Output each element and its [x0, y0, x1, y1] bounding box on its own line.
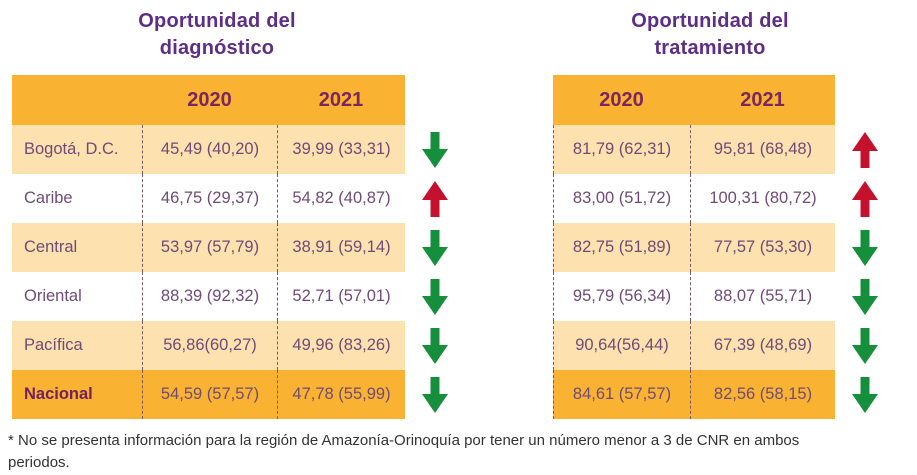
table-row-oriental: Oriental 88,39 (92,32) 52,71 (57,01)	[12, 272, 465, 321]
table-row-caribe: 83,00 (51,72) 100,31 (80,72)	[553, 174, 895, 223]
value-2021: 39,99 (33,31)	[277, 125, 405, 174]
value-2021: 100,31 (80,72)	[690, 174, 835, 223]
value-2020: 54,59 (57,57)	[142, 370, 277, 419]
trend-down-icon	[422, 327, 448, 364]
table-row-central: Central 53,97 (57,79) 38,91 (59,14)	[12, 223, 465, 272]
trend-up-icon	[422, 180, 448, 217]
trend-down-icon	[422, 376, 448, 413]
diagnostico-table: 2020 2021 Bogotá, D.C. 45,49 (40,20) 39,…	[12, 75, 465, 419]
value-2020: 56,86(60,27)	[142, 321, 277, 370]
value-2020: 53,97 (57,79)	[142, 223, 277, 272]
trend-arrow	[405, 370, 465, 419]
trend-arrow	[835, 174, 895, 223]
col-header-2021: 2021	[690, 75, 835, 125]
tratamiento-table: 2020 2021 81,79 (62,31) 95,81 (68,48) 83…	[553, 75, 895, 419]
trend-up-icon	[852, 131, 878, 168]
table-row-oriental: 95,79 (56,34) 88,07 (55,71)	[553, 272, 895, 321]
region-header-cell	[12, 75, 142, 125]
value-2020: 84,61 (57,57)	[553, 370, 690, 419]
value-2021: 77,57 (53,30)	[690, 223, 835, 272]
value-2021: 95,81 (68,48)	[690, 125, 835, 174]
value-2021: 82,56 (58,15)	[690, 370, 835, 419]
left-table-title: Oportunidad del diagnóstico	[12, 8, 422, 62]
value-2021: 67,39 (48,69)	[690, 321, 835, 370]
region-label: Caribe	[12, 174, 142, 223]
value-2021: 52,71 (57,01)	[277, 272, 405, 321]
header-arrow-spacer	[405, 75, 465, 125]
region-label: Bogotá, D.C.	[12, 125, 142, 174]
trend-arrow	[405, 125, 465, 174]
trend-down-icon	[852, 278, 878, 315]
trend-arrow	[835, 223, 895, 272]
table-row-pacifica: Pacífica 56,86(60,27) 49,96 (83,26)	[12, 321, 465, 370]
value-2020: 81,79 (62,31)	[553, 125, 690, 174]
trend-arrow	[835, 370, 895, 419]
col-header-2020: 2020	[553, 75, 690, 125]
col-header-2020: 2020	[142, 75, 277, 125]
tratamiento-header-row: 2020 2021	[553, 75, 895, 125]
trend-arrow	[405, 174, 465, 223]
left-title-line2: diagnóstico	[159, 37, 275, 59]
trend-arrow	[835, 125, 895, 174]
value-2021: 38,91 (59,14)	[277, 223, 405, 272]
table-row-nacional: 84,61 (57,57) 82,56 (58,15)	[553, 370, 895, 419]
table-row-central: 82,75 (51,89) 77,57 (53,30)	[553, 223, 895, 272]
trend-down-icon	[422, 278, 448, 315]
footnote: * No se presenta información para la reg…	[8, 432, 800, 471]
header-arrow-spacer	[835, 75, 895, 125]
table-row-nacional: Nacional 54,59 (57,57) 47,78 (55,99)	[12, 370, 465, 419]
trend-down-icon	[852, 327, 878, 364]
value-2020: 82,75 (51,89)	[553, 223, 690, 272]
trend-down-icon	[852, 229, 878, 266]
value-2020: 88,39 (92,32)	[142, 272, 277, 321]
diagnostico-header-row: 2020 2021	[12, 75, 465, 125]
trend-down-icon	[422, 131, 448, 168]
value-2020: 95,79 (56,34)	[553, 272, 690, 321]
right-table-title: Oportunidad del tratamiento	[560, 8, 860, 62]
trend-arrow	[405, 223, 465, 272]
right-title-line2: tratamiento	[654, 37, 766, 59]
table-row-bogota: 81,79 (62,31) 95,81 (68,48)	[553, 125, 895, 174]
trend-down-icon	[422, 229, 448, 266]
value-2021: 88,07 (55,71)	[690, 272, 835, 321]
region-label: Pacífica	[12, 321, 142, 370]
value-2020: 83,00 (51,72)	[553, 174, 690, 223]
region-label: Oriental	[12, 272, 142, 321]
value-2020: 90,64(56,44)	[553, 321, 690, 370]
trend-down-icon	[852, 376, 878, 413]
right-title-line1: Oportunidad del	[631, 10, 789, 32]
value-2020: 45,49 (40,20)	[142, 125, 277, 174]
value-2021: 54,82 (40,87)	[277, 174, 405, 223]
value-2020: 46,75 (29,37)	[142, 174, 277, 223]
trend-arrow	[405, 272, 465, 321]
table-row-caribe: Caribe 46,75 (29,37) 54,82 (40,87)	[12, 174, 465, 223]
value-2021: 49,96 (83,26)	[277, 321, 405, 370]
region-label: Nacional	[12, 370, 142, 419]
left-title-line1: Oportunidad del	[138, 10, 296, 32]
trend-up-icon	[852, 180, 878, 217]
trend-arrow	[835, 272, 895, 321]
table-row-bogota: Bogotá, D.C. 45,49 (40,20) 39,99 (33,31)	[12, 125, 465, 174]
trend-arrow	[835, 321, 895, 370]
table-row-pacifica: 90,64(56,44) 67,39 (48,69)	[553, 321, 895, 370]
region-label: Central	[12, 223, 142, 272]
value-2021: 47,78 (55,99)	[277, 370, 405, 419]
col-header-2021: 2021	[277, 75, 405, 125]
trend-arrow	[405, 321, 465, 370]
